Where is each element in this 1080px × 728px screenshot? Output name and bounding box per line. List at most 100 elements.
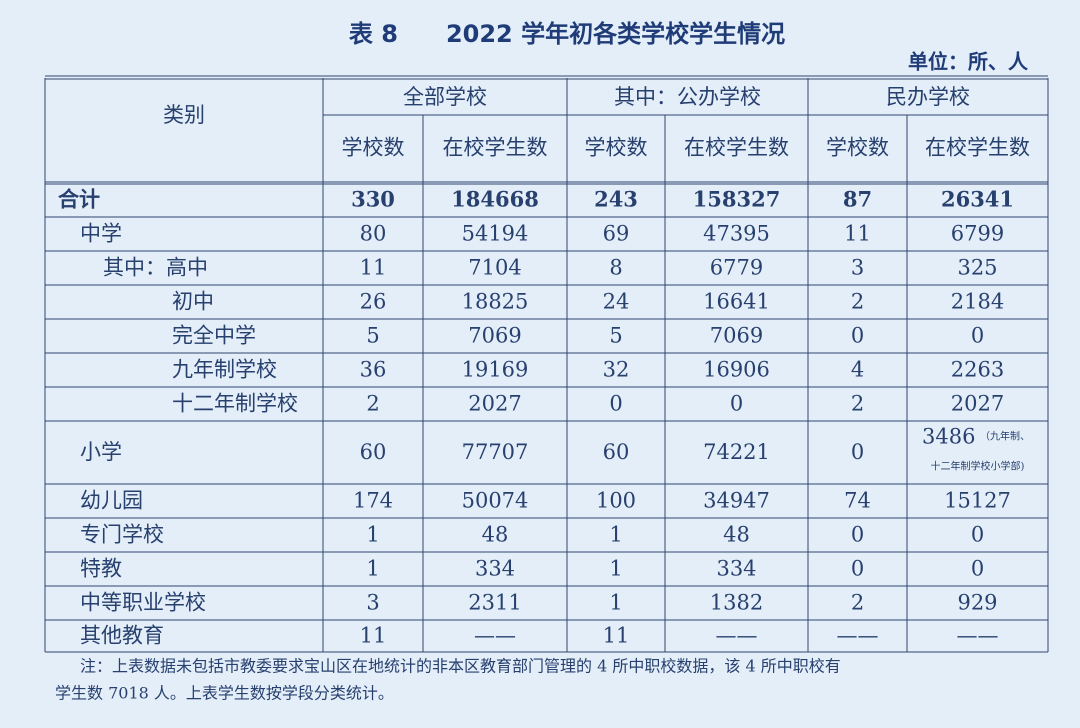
cell: 0 [851, 523, 864, 547]
footnote: 注：上表数据未包括市教委要求宝山区在地统计的非本区教育部门管理的 4 所中职校数… [80, 657, 841, 676]
row-label: 初中 [172, 290, 214, 314]
cell: 3 [366, 591, 379, 615]
cell: 60 [603, 440, 630, 464]
cell: 1 [609, 523, 622, 547]
cell: 2 [851, 392, 864, 416]
cell: 4 [851, 358, 864, 382]
cell: 5 [609, 324, 622, 348]
cell: 87 [843, 187, 872, 212]
cell: 2311 [468, 591, 521, 615]
cell-note: 十二年制学校小学部) [931, 460, 1025, 473]
cell: 54194 [462, 222, 529, 246]
cell: 1382 [710, 591, 763, 615]
cell: 325 [957, 256, 997, 280]
cell: 334 [475, 557, 515, 581]
cell: —— [837, 624, 879, 648]
cell: 0 [730, 392, 743, 416]
cell: 60 [360, 440, 387, 464]
cell: 32 [603, 358, 630, 382]
cell: 2184 [951, 290, 1004, 314]
column-header: 学校数 [342, 136, 405, 160]
cell: 2263 [951, 358, 1004, 382]
cell: 50074 [462, 489, 529, 513]
row-label: 专门学校 [80, 523, 164, 547]
column-header: 在校学生数 [443, 136, 548, 160]
cell: 0 [851, 440, 864, 464]
cell: 0 [971, 557, 984, 581]
cell: 18825 [462, 290, 529, 314]
cell: 74221 [703, 440, 770, 464]
cell: 2027 [468, 392, 521, 416]
cell: 7069 [710, 324, 763, 348]
row-label: 小学 [80, 440, 122, 464]
cell: 80 [360, 222, 387, 246]
cell: 11 [844, 222, 871, 246]
cell: 15127 [944, 489, 1011, 513]
cell: 77707 [462, 440, 529, 464]
cell: 184668 [451, 187, 539, 212]
row-label: 其他教育 [80, 624, 164, 648]
cell: 16906 [703, 358, 770, 382]
group-header: 民办学校 [886, 85, 970, 109]
cell: 7069 [468, 324, 521, 348]
cell: 0 [609, 392, 622, 416]
cell: 243 [594, 187, 638, 212]
row-label: 幼儿园 [80, 489, 143, 513]
cell: 1 [609, 591, 622, 615]
cell: 929 [957, 591, 997, 615]
column-header: 在校学生数 [684, 136, 789, 160]
row-label: 中学 [80, 222, 122, 246]
cell: 2 [366, 392, 379, 416]
cell: —— [716, 624, 758, 648]
cell: 0 [971, 523, 984, 547]
cell: 26 [360, 290, 387, 314]
cell: 330 [351, 187, 395, 212]
cell: 34947 [703, 489, 770, 513]
row-label: 十二年制学校 [172, 392, 298, 416]
corner-header: 类别 [163, 103, 205, 127]
cell: 6799 [951, 222, 1004, 246]
cell: 11 [360, 624, 387, 648]
row-label: 中等职业学校 [80, 591, 206, 615]
title: 表 8 2022 学年初各类学校学生情况 [349, 20, 785, 48]
group-header: 全部学校 [403, 85, 487, 109]
cell: 5 [366, 324, 379, 348]
cell: 334 [716, 557, 756, 581]
cell: 0 [851, 324, 864, 348]
column-header: 在校学生数 [925, 136, 1030, 160]
footnote: 学生数 7018 人。上表学生数按学段分类统计。 [55, 684, 394, 703]
row-label: 其中：高中 [103, 256, 208, 280]
unit: 单位：所、人 [908, 50, 1029, 74]
cell: 0 [971, 324, 984, 348]
cell: 24 [603, 290, 630, 314]
cell: 74 [844, 489, 871, 513]
row-label: 九年制学校 [172, 358, 277, 382]
cell: —— [474, 624, 516, 648]
cell: 11 [360, 256, 387, 280]
cell: 0 [851, 557, 864, 581]
column-header: 学校数 [585, 136, 648, 160]
cell: 7104 [468, 256, 521, 280]
column-header: 学校数 [826, 136, 889, 160]
cell: 11 [603, 624, 630, 648]
cell: 1 [366, 523, 379, 547]
cell: 1 [609, 557, 622, 581]
cell-note: （九年制、 [980, 430, 1030, 443]
cell: 3 [851, 256, 864, 280]
cell: 16641 [703, 290, 770, 314]
cell: 2027 [951, 392, 1004, 416]
cell: 8 [609, 256, 622, 280]
group-header: 其中：公办学校 [614, 85, 761, 109]
cell: —— [957, 624, 999, 648]
cell: 69 [603, 222, 630, 246]
cell: 3486 [922, 425, 975, 449]
cell: 6779 [710, 256, 763, 280]
cell: 19169 [462, 358, 529, 382]
cell: 1 [366, 557, 379, 581]
cell: 36 [360, 358, 387, 382]
cell: 47395 [703, 222, 770, 246]
cell: 48 [482, 523, 509, 547]
cell: 26341 [941, 187, 1014, 212]
